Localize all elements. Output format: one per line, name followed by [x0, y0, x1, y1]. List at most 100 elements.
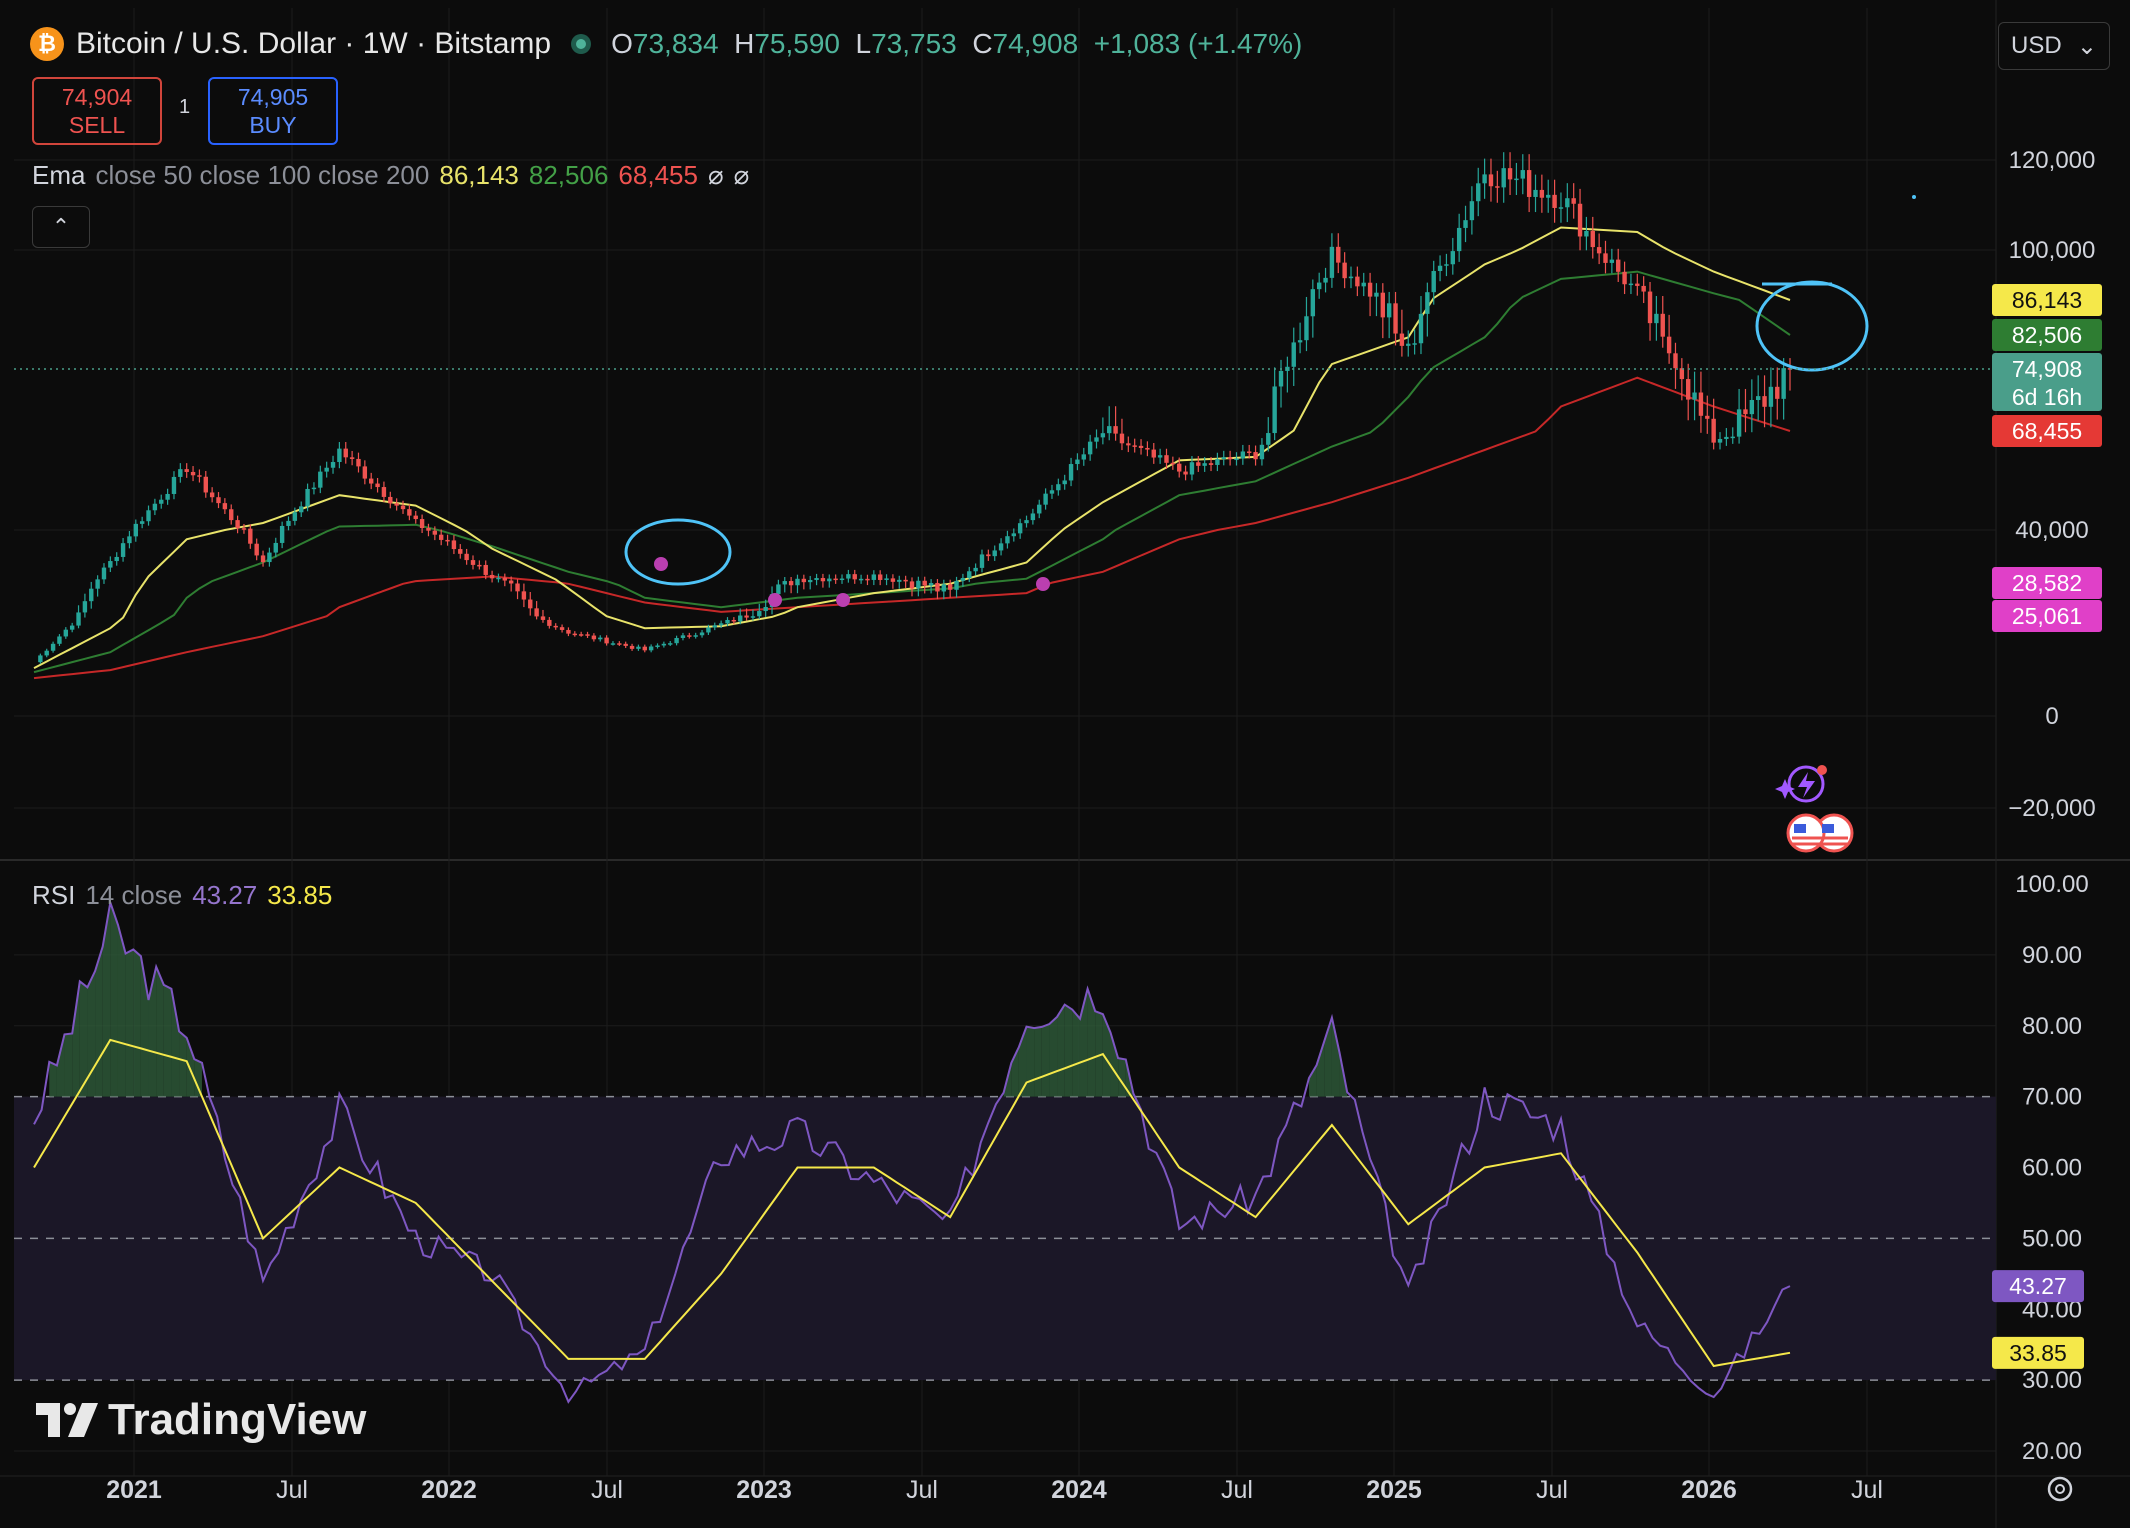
candle-body [299, 506, 304, 513]
candle-body [146, 510, 151, 522]
candle-body [1622, 271, 1627, 285]
candle-body [1635, 283, 1640, 286]
candle-body [1507, 168, 1513, 180]
overbought-fill [1331, 1017, 1340, 1097]
tradingview-logo[interactable]: TradingView [36, 1395, 366, 1445]
candle-body [216, 497, 221, 504]
candle-body [814, 578, 819, 581]
candle-body [731, 619, 737, 622]
candle-body [655, 645, 660, 647]
candle-body [827, 578, 832, 582]
symbol-title[interactable]: Bitcoin / U.S. Dollar · 1W · Bitstamp [76, 27, 552, 60]
annotation-circle[interactable] [624, 518, 732, 586]
market-status-icon[interactable] [571, 34, 592, 54]
annotations[interactable] [624, 195, 1916, 586]
time-tick-label: Jul [1536, 1476, 1568, 1504]
overbought-fill [1110, 1032, 1119, 1097]
rsi-axis[interactable]: 100.0090.0080.0070.0060.0050.0040.0030.0… [2015, 871, 2088, 1465]
symbol-header[interactable]: ₿ Bitcoin / U.S. Dollar · 1W · Bitstamp … [30, 22, 1302, 66]
candle-body [305, 488, 310, 507]
signal-marker [768, 593, 782, 607]
rsi-legend[interactable]: RSI 14 close 43.27 33.85 [32, 880, 332, 911]
price-badge-label: 28,582 [2012, 570, 2082, 596]
candle-body [725, 619, 730, 624]
candle-body [1227, 457, 1233, 460]
ema-legend[interactable]: Ema close 50 close 100 close 200 86,143 … [32, 160, 749, 191]
change-value: +1,083 (+1.47%) [1093, 28, 1303, 59]
lightning-alert-icon[interactable] [1775, 765, 1827, 803]
candle-body [1749, 400, 1755, 415]
sell-label: SELL [68, 112, 126, 138]
candle-body [311, 487, 317, 490]
rsi-line [33, 902, 1791, 1404]
time-tick-label: 2023 [736, 1476, 792, 1504]
ema100-value: 82,506 [528, 160, 609, 190]
currency-select[interactable]: USD ⌄ [1998, 22, 2110, 70]
rsi-tick-label: 100.00 [2015, 871, 2088, 898]
candle-body [1208, 463, 1214, 465]
price-badge-countdown: 6d 16h [2012, 384, 2082, 410]
candle-body [1456, 227, 1462, 252]
candle-body [852, 574, 857, 580]
candle-body [967, 571, 972, 578]
quantity-value[interactable]: 1 [179, 96, 191, 118]
candle-body [680, 635, 686, 639]
overbought-fill [1057, 1004, 1065, 1097]
candle-body [343, 448, 348, 458]
overbought-fill [72, 981, 80, 1097]
candle-body [1202, 463, 1207, 466]
candle-body [286, 520, 291, 526]
candle-body [362, 466, 368, 479]
candle-body [795, 578, 800, 586]
rsi-ma-value: 33.85 [267, 880, 333, 910]
candle-body [801, 578, 807, 583]
overbought-fill [56, 1034, 65, 1097]
candle-body [1183, 471, 1188, 475]
annotation-circle[interactable] [1755, 280, 1869, 372]
candle-body [318, 471, 323, 488]
rsi-tick-label: 50.00 [2022, 1225, 2082, 1252]
price-axis[interactable]: 120,000 100,000 40,000 0 −20,000 [2008, 147, 2095, 822]
overbought-fill [194, 1059, 202, 1097]
price-tick-label: 0 [2045, 703, 2058, 730]
candle-body [903, 579, 908, 582]
currency-value: USD [2011, 32, 2062, 59]
candle-body [1666, 336, 1672, 354]
candle-body [1406, 343, 1411, 346]
candle-body [1119, 433, 1125, 444]
candle-body [1781, 368, 1786, 399]
sell-button[interactable]: 74,904 SELL [32, 77, 162, 145]
candle-body [1775, 386, 1780, 399]
ohlc-readout: O73,834 H75,590 L73,753 C74,908 +1,083 (… [611, 28, 1303, 59]
time-axis[interactable]: 2021 Jul 2022 Jul 2023 Jul 2024 Jul 2025 Jul 2026 J… [106, 1476, 1883, 1504]
annotation-dot[interactable] [1912, 195, 1916, 199]
buy-button[interactable]: 74,905 BUY [208, 77, 338, 145]
candle-body [1571, 198, 1576, 204]
candle-body [1011, 533, 1016, 537]
candle-body [547, 619, 552, 626]
candle-body [400, 505, 406, 510]
ema-params: close 50 close 100 close 200 [95, 160, 430, 190]
candle-body [954, 580, 959, 590]
candle-body [1100, 433, 1106, 438]
rsi-tick-label: 30.00 [2022, 1367, 2082, 1394]
candle-body [629, 645, 635, 649]
candle-body [1463, 220, 1468, 228]
settings-gear-icon[interactable] [2047, 1476, 2073, 1502]
candle-body [1526, 170, 1532, 197]
candle-body [1030, 513, 1036, 521]
collapse-legend-button[interactable]: ⌃ [32, 206, 90, 248]
candle-body [947, 584, 953, 590]
us-flag-event-icon[interactable] [1786, 813, 1854, 853]
candle-body [712, 625, 717, 628]
candle-body [413, 515, 418, 520]
rsi-value: 43.27 [192, 880, 258, 910]
candle-body [820, 578, 826, 582]
candle-body [203, 476, 208, 493]
candle-body [871, 574, 877, 580]
candle-body [1609, 259, 1615, 263]
candle-body [528, 599, 533, 609]
time-tick-label: Jul [906, 1476, 938, 1504]
overbought-fill [1041, 1023, 1050, 1097]
